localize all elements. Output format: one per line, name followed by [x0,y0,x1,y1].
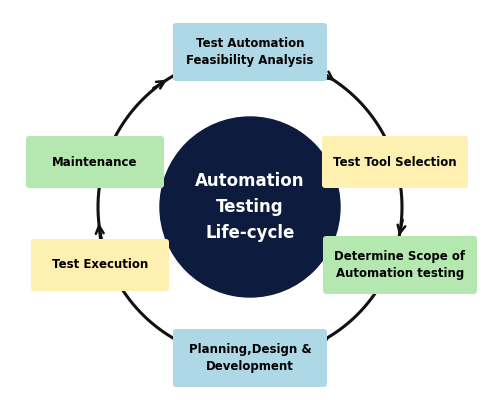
Text: Test Automation
Feasibility Analysis: Test Automation Feasibility Analysis [186,37,314,67]
FancyBboxPatch shape [323,236,477,294]
Text: Planning,Design &
Development: Planning,Design & Development [188,343,312,373]
Text: Maintenance: Maintenance [52,156,138,168]
Text: Automation
Testing
Life-cycle: Automation Testing Life-cycle [195,172,305,242]
FancyBboxPatch shape [173,23,327,81]
FancyBboxPatch shape [173,329,327,387]
Text: Test Execution: Test Execution [52,258,148,272]
FancyBboxPatch shape [31,239,169,291]
Text: Determine Scope of
Automation testing: Determine Scope of Automation testing [334,250,466,280]
FancyBboxPatch shape [26,136,164,188]
Text: Test Tool Selection: Test Tool Selection [333,156,457,168]
FancyBboxPatch shape [322,136,468,188]
Circle shape [160,117,340,297]
